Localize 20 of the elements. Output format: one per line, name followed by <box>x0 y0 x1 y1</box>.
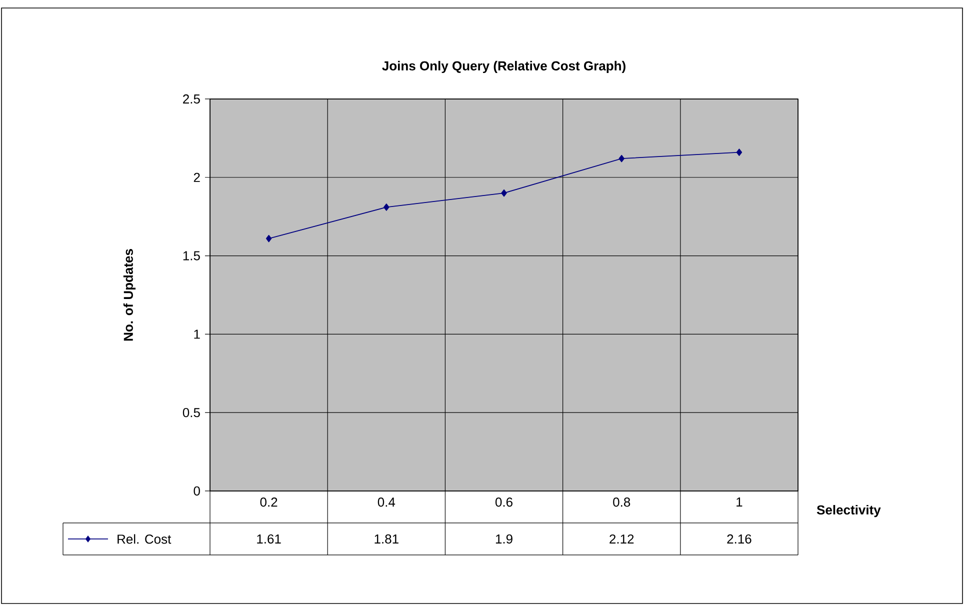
y-tick-label: 0 <box>194 486 200 496</box>
chart-title: Joins Only Query (Relative Cost Graph) <box>382 60 626 74</box>
y-tick-label: 1 <box>194 330 200 339</box>
y-tick-label: 1.5 <box>183 251 200 260</box>
data-label: 2.12 <box>610 534 634 544</box>
data-label: 2.16 <box>727 534 752 544</box>
x-tick-label: 0.2 <box>260 498 278 507</box>
data-label: 1.61 <box>257 534 281 544</box>
y-tick-label: 2.5 <box>183 94 200 104</box>
y-axis-title: No. of Updates <box>123 249 136 341</box>
x-axis-title: Selectivity <box>816 504 881 518</box>
data-label: 1.81 <box>374 534 398 544</box>
y-tick-label: 0.5 <box>182 408 200 418</box>
x-tick-label: 0.4 <box>378 498 396 507</box>
x-tick-label: 0.8 <box>613 498 630 507</box>
y-tick-label: 2 <box>194 172 200 182</box>
x-tick-label: 0.6 <box>495 498 512 507</box>
data-label: 1.9 <box>496 534 512 544</box>
legend-label: Rel. Cost <box>118 534 172 544</box>
x-tick-label: 1 <box>736 498 742 506</box>
